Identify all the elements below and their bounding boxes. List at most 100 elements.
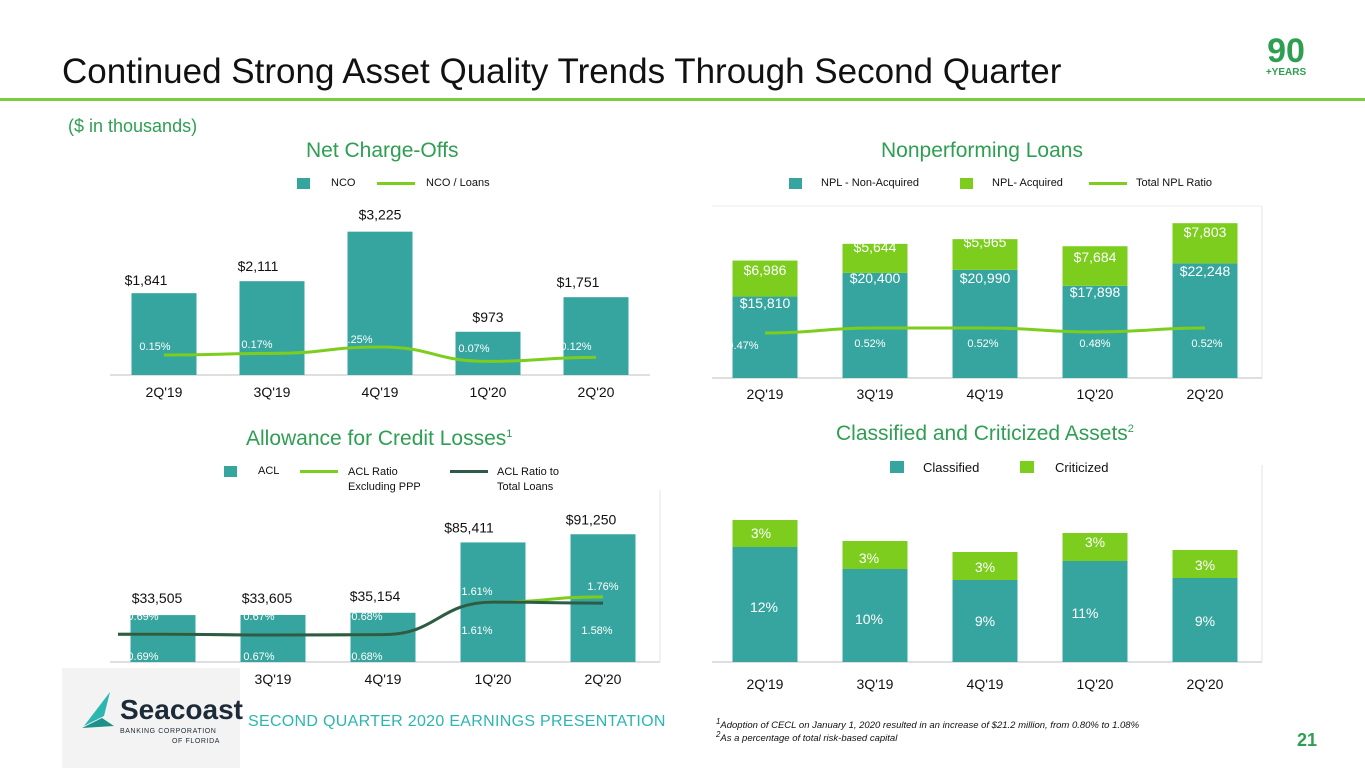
legend-label-acl-ratio-ex-ppp: ACL Ratio Excluding PPP — [348, 466, 421, 493]
footnote-2-mark: 2 — [716, 730, 721, 739]
acl-value-label: $33,605 — [242, 590, 293, 606]
npl-nonacquired-bar — [1172, 263, 1238, 378]
npl-acquired-bar — [1062, 246, 1128, 286]
criticized-bar — [842, 541, 908, 569]
legend-swatch-acl — [224, 466, 237, 477]
criticized-label: 3% — [751, 525, 771, 541]
npl-acquired-label: $7,803 — [1184, 224, 1227, 240]
npl-acquired-bar — [732, 260, 798, 297]
footer-presentation-title: SECOND QUARTER 2020 EARNINGS PRESENTATIO… — [248, 713, 666, 730]
classified-bar — [952, 580, 1018, 662]
nco-ratio-label: 0.12% — [560, 341, 591, 353]
units-note: ($ in thousands) — [68, 116, 198, 136]
legend-label-criticized: Criticized — [1055, 460, 1109, 475]
classified-bar — [732, 547, 798, 662]
anniversary-badge: 90 +YEARS — [1266, 32, 1307, 78]
legend-swatch-classified — [890, 461, 904, 473]
npl-nonacquired-bar — [842, 272, 908, 378]
classified-label: 12% — [750, 599, 778, 615]
nco-value-label: $973 — [472, 309, 503, 325]
footnote-1-text: Adoption of CECL on January 1, 2020 resu… — [720, 720, 1140, 732]
npl-x-tick-label: 2Q'19 — [747, 386, 784, 402]
npl-nonacquired-bar — [732, 296, 798, 378]
badge-number: 90 — [1267, 32, 1305, 70]
classified-bar — [842, 569, 908, 662]
npl-nonacquired-label: $15,810 — [740, 295, 791, 311]
logo-line1: BANKING CORPORATION — [120, 728, 217, 735]
criticized-label: 3% — [1195, 557, 1215, 573]
nco-bar — [239, 281, 305, 375]
npl-nonacquired-label: $20,400 — [850, 270, 901, 286]
classified-x-tick-label: 4Q'19 — [967, 676, 1004, 692]
npl-acquired-label: $5,965 — [964, 234, 1007, 250]
acl-chart: $33,505 $33,605 $35,154 $85,411 $91,250 0.69%… — [110, 490, 661, 687]
legend-label-npl-acquired: NPL- Acquired — [992, 177, 1063, 189]
legend-label-classified: Classified — [923, 460, 980, 475]
npl-chart: $15,810 $6,986 $20,400 $5,644 $20,990 $5,965 $… — [712, 205, 1263, 402]
acl-x-tick-label: 1Q'20 — [475, 671, 512, 687]
nco-bar — [455, 331, 521, 375]
badge-word: +YEARS — [1266, 67, 1307, 78]
criticized-bar — [732, 520, 798, 547]
footnote-1: 1Adoption of CECL on January 1, 2020 res… — [716, 717, 1139, 731]
classified-label: 11% — [1072, 605, 1099, 621]
npl-acquired-label: $6,986 — [744, 262, 787, 278]
npl-nonacquired-label: $22,248 — [1180, 263, 1231, 279]
criticized-label: 3% — [859, 550, 879, 566]
logo-line2: OF FLORIDA — [172, 738, 221, 745]
title-divider — [0, 98, 1365, 101]
classified-label: 9% — [975, 613, 995, 629]
nco-bar — [131, 293, 197, 375]
npl-ratio-label: 0.52% — [1191, 338, 1222, 350]
acl-x-tick-label: 4Q'19 — [365, 671, 402, 687]
legend-line-npl-ratio — [1089, 182, 1127, 185]
acl-ratio-total-label: 0.67% — [243, 651, 274, 663]
legend-label-nco: NCO — [331, 177, 356, 189]
nco-value-label: $1,751 — [557, 274, 600, 290]
npl-nonacquired-label: $20,990 — [960, 270, 1011, 286]
legend-label-nco-ratio: NCO / Loans — [426, 177, 490, 189]
nco-x-tick-label: 1Q'20 — [470, 384, 507, 400]
npl-ratio-line — [764, 326, 1206, 335]
legend-line-acl-ratio-total — [450, 470, 488, 473]
acl-ratio-total-label: 1.61% — [461, 625, 492, 637]
criticized-bar — [952, 552, 1018, 580]
acl-value-label: $35,154 — [350, 588, 401, 604]
classified-chart: 12% 3% 10% 3% 9% 3% 11% 3% 9% 3% 2Q'19 3Q'19 4Q'19 1Q… — [712, 465, 1263, 692]
acl-ratio-ex-ppp-label: 1.76% — [587, 581, 618, 593]
acl-x-tick-label: 3Q'19 — [255, 671, 292, 687]
nco-bar — [563, 297, 629, 375]
acl-value-label: $33,505 — [132, 590, 183, 606]
acl-title-footnote-mark: 1 — [506, 428, 513, 440]
criticized-label: 3% — [1085, 534, 1105, 550]
classified-x-tick-label: 3Q'19 — [857, 676, 894, 692]
npl-ratio-label: 0.47% — [727, 340, 758, 352]
acl-ratio-ex-ppp-label: 0.68% — [351, 611, 382, 623]
legend-label-npl-nonacquired: NPL - Non-Acquired — [821, 177, 920, 189]
legend-swatch-npl-nonacquired — [789, 178, 802, 189]
logo-name: Seacoast — [120, 694, 243, 725]
npl-ratio-label: 0.48% — [1079, 338, 1110, 350]
acl-chart-title: Allowance for Credit Losses1 — [246, 427, 512, 451]
acl-x-tick-label: 2Q'20 — [585, 671, 622, 687]
acl-bar — [130, 615, 196, 662]
acl-ratio-total-label: 0.68% — [351, 651, 382, 663]
classified-label: 9% — [1195, 613, 1215, 629]
page-number: 21 — [1297, 730, 1318, 750]
footnote-1-mark: 1 — [716, 717, 721, 726]
npl-x-tick-label: 1Q'20 — [1077, 386, 1114, 402]
nco-chart: $1,841 $2,111 $3,225 $973 $1,751 0.15% 0.17% 0.… — [110, 207, 650, 400]
acl-ratio-total-label: 1.58% — [581, 625, 612, 637]
legend-line-acl-ratio-ex-ppp — [300, 470, 338, 473]
nco-x-tick-label: 4Q'19 — [362, 384, 399, 400]
acl-ratio-total-line — [118, 600, 604, 637]
classified-x-tick-label: 2Q'20 — [1187, 676, 1224, 692]
classified-chart-title: Classified and Criticized Assets2 — [836, 422, 1134, 446]
classified-label: 10% — [855, 611, 883, 627]
nco-ratio-label: 0.25% — [341, 334, 372, 346]
page-title: Continued Strong Asset Quality Trends Th… — [62, 52, 1062, 91]
acl-ratio-ex-ppp-label: 0.67% — [243, 611, 274, 623]
classified-bar — [1062, 561, 1128, 662]
acl-title-text: Allowance for Credit Losses — [246, 427, 507, 450]
acl-ratio-total-label: 0.69% — [127, 651, 158, 663]
